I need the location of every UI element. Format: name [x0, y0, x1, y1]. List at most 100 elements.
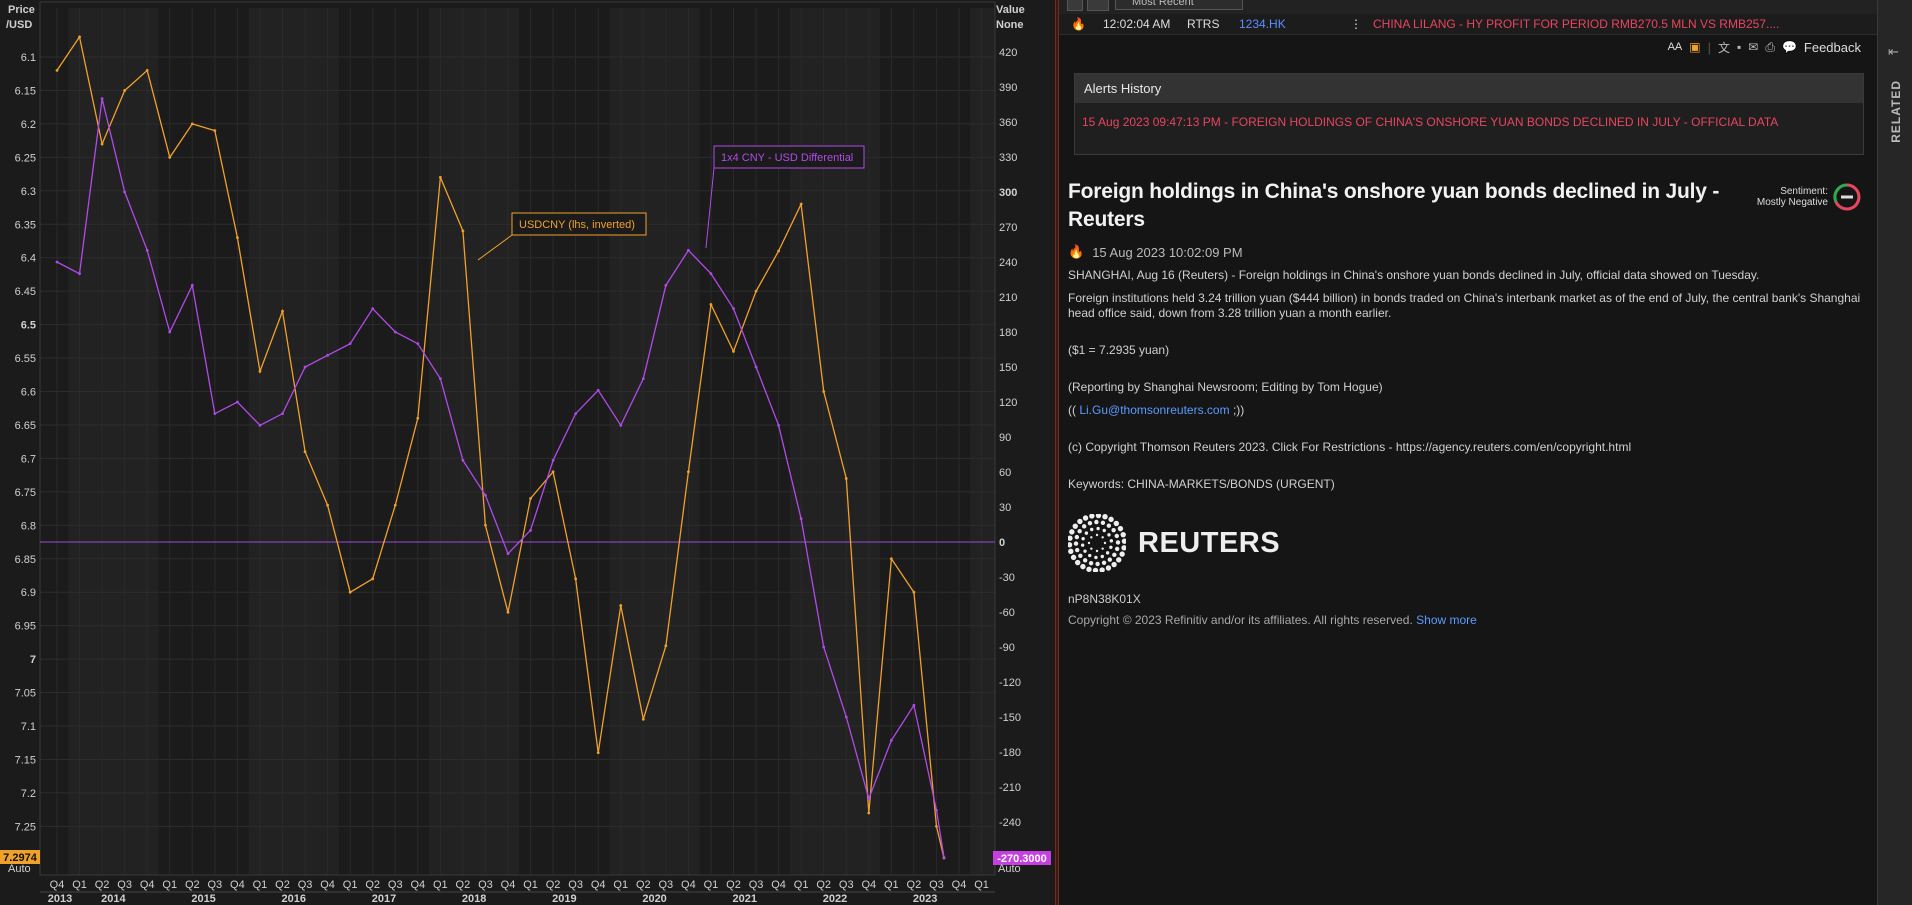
left-auto-scale[interactable]: Auto: [8, 863, 31, 875]
right-auto-scale[interactable]: Auto: [998, 863, 1021, 875]
differential-data-point[interactable]: [78, 272, 81, 276]
usdcny-data-point[interactable]: [190, 122, 194, 126]
differential-data-point[interactable]: [168, 330, 172, 334]
usdcny-data-point[interactable]: [777, 249, 780, 253]
usdcny-differential-chart[interactable]: 6.1 6.15 6.2 6.25 6.3 6.35 6.4 6.45 6.5 6.55 6.6 6.…: [0, 0, 1055, 905]
differential-data-point[interactable]: [889, 738, 893, 742]
usdcny-data-point[interactable]: [213, 129, 217, 132]
usdcny-data-point[interactable]: [619, 604, 623, 607]
font-size-button[interactable]: AA: [1667, 41, 1683, 53]
chart-pane[interactable]: 6.1 6.15 6.2 6.25 6.3 6.35 6.4 6.45 6.5 6.55 6.6 6.…: [0, 0, 1055, 905]
headline-row[interactable]: 🔥 12:02:04 AM RTRS 1234.HK ⋮ CHINA LILAN…: [1059, 14, 1877, 35]
pin-button[interactable]: [1087, 0, 1109, 11]
differential-data-point[interactable]: [145, 248, 149, 252]
usdcny-data-point[interactable]: [867, 811, 871, 815]
differential-data-point[interactable]: [506, 552, 510, 556]
headline-ric[interactable]: 1234.HK: [1239, 17, 1286, 31]
usdcny-data-point[interactable]: [438, 176, 442, 179]
usdcny-data-point[interactable]: [935, 824, 938, 828]
contact-email-link[interactable]: Li.Gu@thomsonreuters.com: [1079, 403, 1230, 417]
differential-data-point[interactable]: [596, 388, 600, 392]
differential-data-point[interactable]: [190, 283, 194, 287]
differential-data-point[interactable]: [371, 307, 375, 311]
differential-data-point[interactable]: [236, 400, 239, 404]
usdcny-data-point[interactable]: [799, 202, 803, 206]
usdcny-data-point[interactable]: [55, 68, 59, 72]
differential-data-point[interactable]: [281, 412, 284, 416]
camera-icon[interactable]: ▪: [1737, 40, 1742, 54]
usdcny-data-point[interactable]: [529, 497, 532, 500]
usdcny-data-point[interactable]: [326, 503, 329, 507]
usdcny-data-point[interactable]: [754, 289, 758, 293]
differential-data-point[interactable]: [416, 342, 420, 346]
differential-data-point[interactable]: [461, 458, 465, 462]
usdcny-data-point[interactable]: [574, 577, 578, 581]
differential-data-point[interactable]: [822, 645, 826, 649]
differential-data-point[interactable]: [777, 423, 780, 427]
pane-splitter[interactable]: [1055, 0, 1059, 905]
differential-data-point[interactable]: [574, 412, 578, 416]
differential-data-point[interactable]: [303, 365, 307, 369]
differential-data-point[interactable]: [100, 97, 104, 101]
usdcny-data-point[interactable]: [484, 523, 487, 527]
print-icon[interactable]: ⎙: [1765, 39, 1775, 54]
usdcny-data-point[interactable]: [687, 470, 690, 474]
alert-icon[interactable]: ▣: [1689, 40, 1701, 54]
show-more-link[interactable]: Show more: [1416, 613, 1477, 627]
usdcny-data-point[interactable]: [168, 155, 172, 159]
differential-data-point[interactable]: [529, 528, 532, 532]
differential-data-point[interactable]: [867, 797, 871, 801]
differential-data-point[interactable]: [326, 353, 329, 357]
usdcny-data-point[interactable]: [281, 309, 284, 313]
differential-data-point[interactable]: [732, 307, 735, 311]
usdcny-data-point[interactable]: [393, 503, 397, 507]
related-tab[interactable]: RELATED: [1889, 80, 1903, 143]
usdcny-data-point[interactable]: [145, 68, 149, 72]
usdcny-data-point[interactable]: [506, 610, 510, 614]
differential-data-point[interactable]: [935, 808, 938, 812]
usdcny-data-point[interactable]: [664, 644, 668, 648]
usdcny-data-point[interactable]: [416, 416, 420, 420]
usdcny-data-point[interactable]: [596, 751, 600, 755]
usdcny-data-point[interactable]: [258, 370, 262, 373]
usdcny-data-point[interactable]: [371, 577, 375, 581]
usdcny-data-point[interactable]: [889, 557, 893, 561]
differential-data-point[interactable]: [912, 703, 916, 707]
usdcny-data-point[interactable]: [303, 450, 307, 454]
differential-data-point[interactable]: [709, 272, 713, 276]
differential-data-point[interactable]: [393, 330, 397, 334]
differential-data-point[interactable]: [123, 190, 127, 194]
usdcny-data-point[interactable]: [551, 470, 555, 474]
usdcny-data-point[interactable]: [709, 303, 713, 306]
differential-data-point[interactable]: [55, 260, 59, 264]
more-menu-icon[interactable]: ⋮: [1350, 17, 1362, 31]
usdcny-data-point[interactable]: [844, 477, 848, 480]
usdcny-data-point[interactable]: [912, 590, 916, 594]
differential-data-point[interactable]: [754, 365, 758, 369]
differential-data-point[interactable]: [619, 423, 623, 427]
expand-icon[interactable]: ⇤: [1888, 44, 1899, 59]
differential-data-point[interactable]: [484, 493, 487, 497]
usdcny-data-point[interactable]: [641, 717, 645, 721]
differential-data-point[interactable]: [213, 412, 217, 416]
usdcny-data-point[interactable]: [78, 35, 81, 39]
settings-button[interactable]: [1067, 0, 1083, 11]
differential-data-point[interactable]: [258, 423, 262, 427]
differential-data-point[interactable]: [348, 342, 352, 346]
differential-data-point[interactable]: [641, 377, 645, 381]
differential-data-point[interactable]: [438, 377, 442, 381]
usdcny-data-point[interactable]: [732, 349, 735, 353]
usdcny-data-point[interactable]: [123, 89, 127, 92]
differential-data-point[interactable]: [551, 458, 555, 462]
usdcny-data-point[interactable]: [236, 236, 239, 240]
alert-item[interactable]: 15 Aug 2023 09:47:13 PM - FOREIGN HOLDIN…: [1082, 115, 1779, 129]
differential-data-point[interactable]: [664, 283, 668, 287]
differential-data-point[interactable]: [942, 855, 946, 859]
differential-data-point[interactable]: [687, 248, 690, 252]
differential-data-point[interactable]: [844, 715, 848, 719]
sort-select[interactable]: Most Recent: [1115, 0, 1243, 10]
usdcny-data-point[interactable]: [348, 590, 352, 594]
email-icon[interactable]: ✉: [1748, 40, 1759, 54]
usdcny-data-point[interactable]: [461, 229, 465, 233]
usdcny-data-point[interactable]: [822, 390, 826, 393]
